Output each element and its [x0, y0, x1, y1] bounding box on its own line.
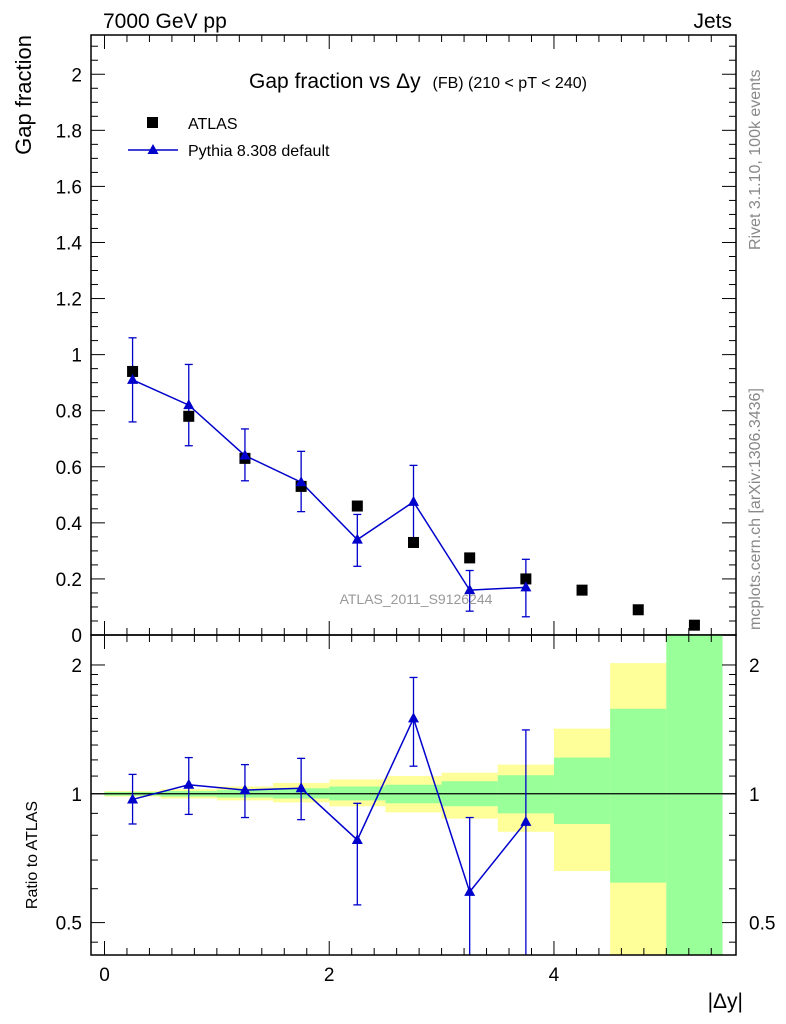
- ratio-stat-uncertainty-band: [610, 708, 667, 883]
- main-y-tick-label: 1.8: [56, 121, 82, 142]
- main-panel: 0 0.2 0.4 0.6 0.8 1 1.2 1.4 1.6 1.8 2 Gap fraction…: [11, 34, 737, 647]
- side-text-top: Rivet 3.1.10, 100k events: [747, 69, 764, 250]
- main-y-tick-label: 0: [71, 626, 82, 647]
- main-y-tick-label: 0.8: [56, 402, 82, 423]
- pythia-data-point: [408, 495, 419, 506]
- atlas-data-point: [183, 410, 195, 422]
- ratio-y-tick-label-right: 2: [749, 656, 760, 677]
- side-text-bottom: mcplots.cern.ch [arXiv:1306.3436]: [747, 388, 764, 630]
- ratio-data-point: [464, 885, 476, 896]
- atlas-data-point: [351, 500, 363, 512]
- legend: ATLAS Pythia 8.308 default: [128, 116, 330, 160]
- main-y-tick-label: 1.2: [56, 290, 82, 311]
- x-axis-label: |Δy|: [708, 990, 743, 1013]
- ratio-tick-labels: 0.5 0.5 1 1 2 2 0 2 4: [56, 656, 776, 986]
- main-y-tick-label: 0.2: [56, 570, 82, 591]
- main-y-ticks: [91, 45, 736, 636]
- main-y-axis-label: Gap fraction: [11, 35, 36, 155]
- atlas-data-point: [408, 536, 419, 548]
- legend-label-atlas: ATLAS: [188, 116, 238, 133]
- ratio-stat-uncertainty-band: [553, 757, 611, 824]
- x-tick-label: 2: [324, 965, 335, 986]
- chart-title-main: Gap fraction vs: [249, 70, 390, 93]
- ratio-stat-uncertainty-band: [666, 635, 723, 955]
- main-y-tick-label: 0.6: [56, 458, 82, 479]
- ratio-y-tick-label: 1: [71, 785, 82, 806]
- ratio-y-tick-label: 2: [71, 656, 82, 677]
- main-y-tick-label: 1.4: [56, 233, 83, 254]
- ratio-ticks: [91, 635, 736, 955]
- ratio-data-point: [127, 793, 139, 804]
- pythia-series-line: [132, 379, 526, 591]
- pythia-data-point: [520, 581, 532, 592]
- main-y-tick-labels: 0 0.2 0.4 0.6 0.8 1 1.2 1.4 1.6 1.8 2: [56, 65, 83, 647]
- atlas-data-point: [688, 619, 700, 631]
- main-y-tick-label: 2: [71, 65, 82, 86]
- atlas-data-point: [576, 584, 588, 596]
- ratio-data-point: [408, 712, 419, 723]
- ratio-y-axis-label: Ratio to ATLAS: [24, 801, 41, 909]
- atlas-data-point: [520, 573, 532, 585]
- main-data-marks: [127, 337, 700, 631]
- chart-title-small: (FB) (210 < pT < 240): [433, 75, 587, 92]
- atlas-data-point: [295, 480, 307, 492]
- ratio-data-point: [520, 815, 532, 826]
- x-tick-label: 4: [549, 965, 560, 986]
- pythia-data-point: [183, 399, 195, 410]
- pythia-data-point: [351, 533, 363, 544]
- main-x-ticks: [103, 35, 712, 635]
- atlas-data-point: [127, 365, 139, 377]
- atlas-data-point: [464, 552, 476, 564]
- ratio-data-point: [351, 833, 363, 844]
- legend-label-pythia: Pythia 8.308 default: [188, 143, 330, 160]
- header-left: 7000 GeV pp: [103, 10, 227, 33]
- ratio-data-marks: [127, 676, 532, 955]
- ratio-data-point: [295, 782, 307, 793]
- ratio-y-tick-label-right: 1: [749, 785, 760, 806]
- ratio-panel: 0.5 0.5 1 1 2 2 0 2 4 Ratio to ATLAS |Δy|: [24, 634, 776, 1013]
- main-y-tick-label: 0.4: [56, 514, 83, 535]
- x-tick-label: 0: [99, 965, 110, 986]
- ratio-plot-frame: [90, 634, 737, 956]
- ratio-data-point: [239, 784, 251, 795]
- ratio-y-tick-label-right: 0.5: [749, 914, 775, 935]
- header-right: Jets: [693, 10, 732, 33]
- main-y-tick-label: 1.6: [56, 177, 82, 198]
- legend-marker-pythia: [147, 144, 159, 154]
- chart-title: Gap fraction vs Δy (FB) (210 < pT < 240): [249, 70, 587, 93]
- pythia-data-point: [295, 476, 307, 487]
- ratio-data-point: [183, 778, 195, 789]
- main-y-tick-label: 1: [71, 346, 82, 367]
- pythia-data-point: [464, 584, 476, 595]
- ratio-series-line: [132, 716, 527, 894]
- chart-title-delta: Δy: [396, 70, 421, 93]
- atlas-data-point: [632, 604, 644, 616]
- pythia-data-point: [239, 449, 251, 460]
- ratio-y-tick-label: 0.5: [56, 914, 82, 935]
- pythia-data-point: [127, 373, 139, 384]
- analysis-label: ATLAS_2011_S9126244: [340, 591, 493, 607]
- legend-marker-atlas: [147, 117, 158, 128]
